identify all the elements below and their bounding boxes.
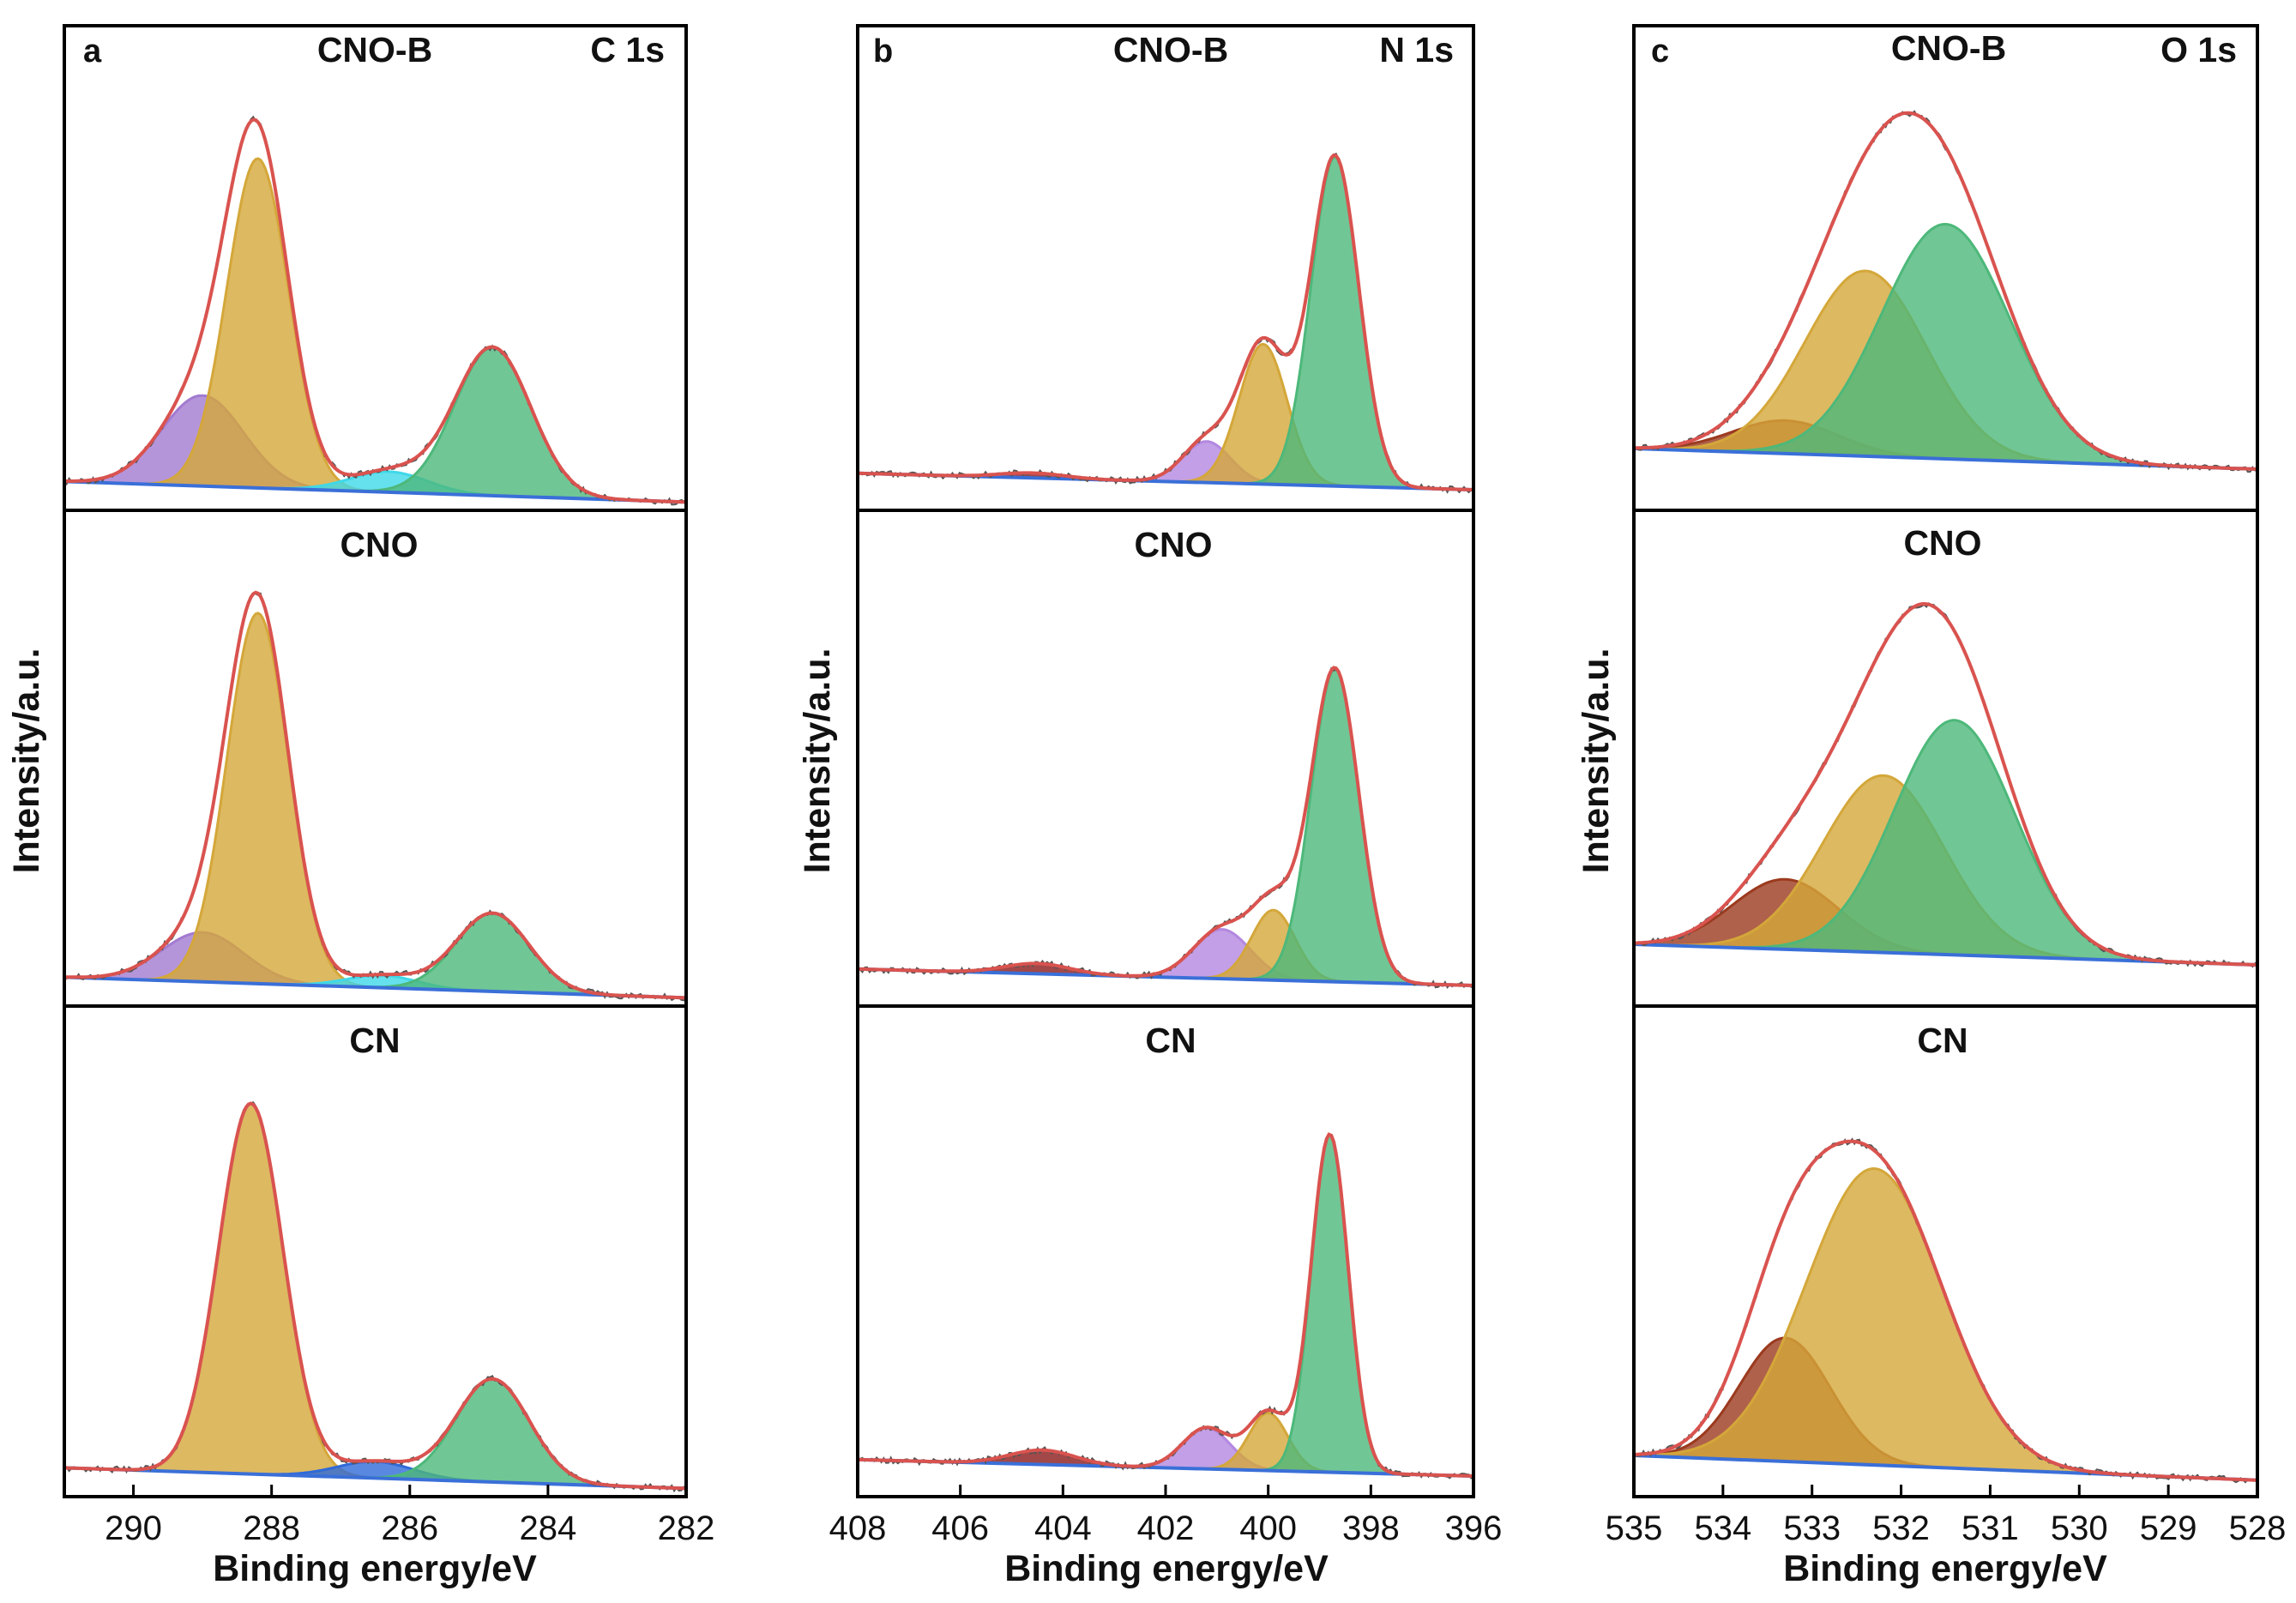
panel-c-subplot-2 bbox=[1632, 601, 2258, 968]
panel-b-tick-label-2: 406 bbox=[931, 1510, 989, 1547]
panel-a-sample-label-1: CNO-B bbox=[317, 30, 432, 69]
panel-c-sample-label-1: CNO-B bbox=[1891, 28, 2006, 68]
panel-a-subplot-3 bbox=[63, 1101, 687, 1493]
panel-c-sample-label-2: CNO bbox=[1903, 523, 1981, 563]
panel-c-tick-label-3: 533 bbox=[1783, 1510, 1841, 1547]
panel-a-letter: a bbox=[83, 33, 102, 69]
panel-b-ticks: 408 406 404 402 400 398 396 bbox=[829, 1485, 1503, 1547]
panel-c-tick-label-6: 530 bbox=[2051, 1510, 2108, 1547]
panel-a-subplot-3-raw-data bbox=[63, 1101, 687, 1493]
panel-c-tick-label-5: 531 bbox=[1962, 1510, 2019, 1547]
panel-b: b N 1s CNO-B CNO CN 408 406 404 402 400 398 39… bbox=[797, 24, 1503, 1589]
panel-b-tick-label-7: 396 bbox=[1445, 1510, 1503, 1547]
panel-c-tick-label-2: 534 bbox=[1694, 1510, 1751, 1547]
panel-a-subplot-1 bbox=[63, 115, 687, 506]
panel-c-element-label: O 1s bbox=[2160, 30, 2237, 69]
panel-b-subplot-2-envelope bbox=[857, 666, 1474, 987]
panel-b-subplot-1-envelope bbox=[857, 153, 1474, 491]
panel-a-subplot-3-baseline bbox=[63, 1466, 687, 1491]
panel-b-sample-label-2: CNO bbox=[1134, 525, 1212, 564]
panel-c: c O 1s CNO-B CNO CN 535 534 533 532 531 530 52… bbox=[1576, 24, 2287, 1589]
panel-b-tick-label-3: 404 bbox=[1034, 1510, 1092, 1547]
panel-a-subplot-2-envelope bbox=[64, 590, 687, 1000]
panel-a-subplot-3-envelope bbox=[63, 1101, 687, 1491]
panel-a-sample-label-3: CN bbox=[349, 1021, 400, 1060]
panel-a-element-label: C 1s bbox=[590, 30, 665, 69]
panel-a-subplot-2-raw-data bbox=[63, 592, 687, 1002]
panel-c-subplot-3-peak-2 bbox=[1632, 1166, 2258, 1482]
panel-a-tick-label-2: 288 bbox=[243, 1510, 300, 1547]
panel-a-tick-label-3: 286 bbox=[381, 1510, 438, 1547]
panel-c-y-axis-label: Intensity/a.u. bbox=[1576, 648, 1617, 874]
panel-b-sample-label-3: CN bbox=[1145, 1021, 1196, 1060]
panel-a: a C 1s CNO-B CNO CN 290 288 286 284 282 Bind… bbox=[6, 24, 714, 1589]
panel-b-tick-label-1: 408 bbox=[829, 1510, 887, 1547]
panel-a-subplot-2 bbox=[63, 590, 687, 1002]
panel-c-plots bbox=[1632, 110, 2258, 1484]
panel-c-letter: c bbox=[1651, 33, 1669, 69]
panel-b-frame bbox=[856, 24, 1475, 1498]
panel-c-subplot-3 bbox=[1632, 1137, 2258, 1484]
panel-c-subplot-2-envelope bbox=[1633, 601, 2258, 967]
panel-c-tick-label-8: 528 bbox=[2229, 1510, 2287, 1547]
panel-b-tick-label-5: 400 bbox=[1239, 1510, 1297, 1547]
panel-b-x-axis-label: Binding energy/eV bbox=[1004, 1548, 1329, 1589]
panel-a-tick-label-1: 290 bbox=[105, 1510, 162, 1547]
panel-b-plots bbox=[857, 153, 1474, 1479]
panel-c-sample-label-3: CN bbox=[1917, 1021, 1968, 1060]
panel-a-x-axis-label: Binding energy/eV bbox=[213, 1548, 537, 1589]
panel-b-tick-label-4: 402 bbox=[1137, 1510, 1195, 1547]
panel-b-sample-label-1: CNO-B bbox=[1113, 30, 1228, 69]
panel-a-subplot-2-peak-2 bbox=[63, 612, 687, 999]
panel-a-frame bbox=[63, 24, 688, 1498]
panel-b-subplot-3-raw-data bbox=[857, 1134, 1474, 1479]
panel-c-ticks: 535 534 533 532 531 530 529 528 bbox=[1606, 1485, 2287, 1547]
panel-c-subplot-1-envelope bbox=[1634, 111, 2258, 471]
panel-b-subplot-3 bbox=[857, 1132, 1474, 1479]
panel-a-tick-label-5: 282 bbox=[658, 1510, 715, 1547]
panel-a-tick-label-4: 284 bbox=[520, 1510, 577, 1547]
panel-a-subplot-1-envelope bbox=[64, 118, 687, 504]
panel-a-sample-label-2: CNO bbox=[340, 525, 418, 564]
panel-c-frame bbox=[1632, 24, 2259, 1498]
panel-a-subplot-2-baseline bbox=[63, 975, 687, 1000]
panel-c-subplot-1 bbox=[1632, 110, 2258, 473]
panel-b-y-axis-label: Intensity/a.u. bbox=[797, 648, 838, 874]
panel-c-x-axis-label: Binding energy/eV bbox=[1783, 1548, 2107, 1589]
panel-a-ticks: 290 288 286 284 282 bbox=[105, 1485, 714, 1547]
panel-c-subplot-3-envelope bbox=[1633, 1139, 2258, 1482]
panel-b-element-label: N 1s bbox=[1379, 30, 1454, 69]
panel-a-subplot-1-baseline bbox=[63, 479, 687, 504]
panel-a-plots bbox=[63, 115, 687, 1493]
panel-b-subplot-2 bbox=[857, 666, 1474, 989]
panel-a-y-axis-label: Intensity/a.u. bbox=[6, 648, 47, 874]
panel-c-tick-label-4: 532 bbox=[1872, 1510, 1930, 1547]
panel-b-subplot-1 bbox=[857, 153, 1474, 494]
panel-b-subplot-3-peak-4 bbox=[857, 1133, 1474, 1478]
panel-b-subplot-3-envelope bbox=[857, 1132, 1474, 1478]
panel-b-tick-label-6: 398 bbox=[1342, 1510, 1400, 1547]
panel-c-tick-label-7: 529 bbox=[2140, 1510, 2197, 1547]
panel-a-subplot-3-peak-1 bbox=[63, 1101, 687, 1490]
panel-c-tick-label-1: 535 bbox=[1606, 1510, 1663, 1547]
panel-b-letter: b bbox=[873, 33, 893, 69]
